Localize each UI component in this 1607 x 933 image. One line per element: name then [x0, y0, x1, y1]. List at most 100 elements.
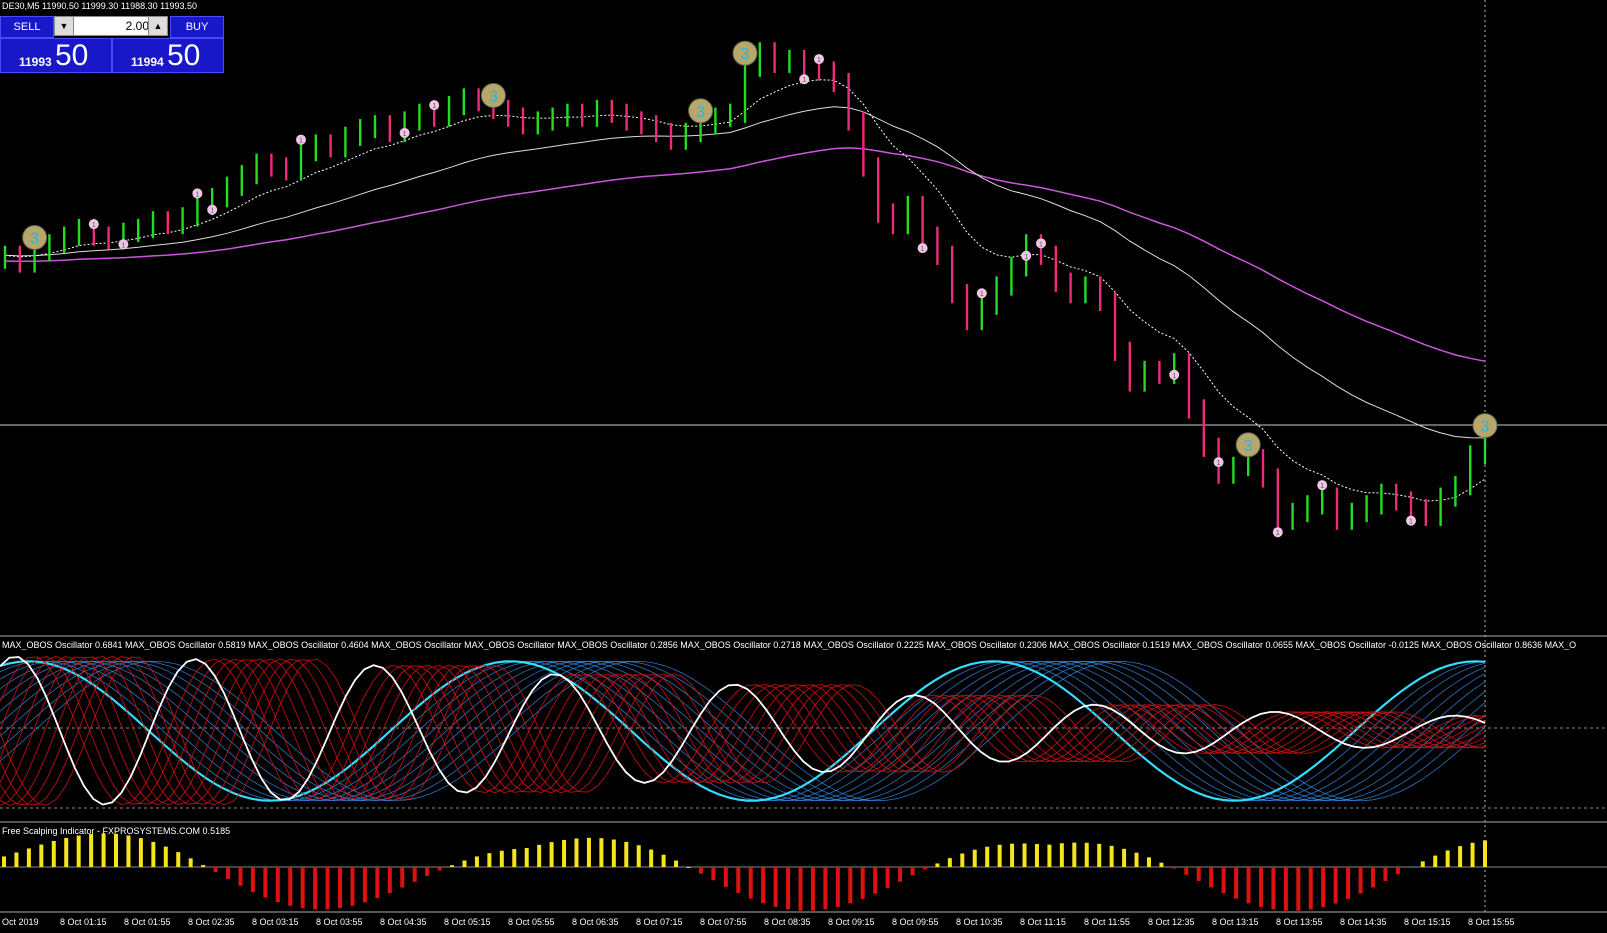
- scalping-histogram-bar: [1246, 867, 1251, 904]
- signal-marker-minor: [1169, 369, 1180, 380]
- scalping-histogram-bar: [761, 867, 766, 904]
- signal-marker-major-label: 3: [1244, 438, 1253, 455]
- oscillator-label: MAX_OBOS Oscillator 0.6841 MAX_OBOS Osci…: [2, 640, 1577, 650]
- oscillator-red-line: [0, 656, 1486, 805]
- scalping-histogram-bar: [1084, 842, 1089, 867]
- sell-button[interactable]: SELL: [0, 16, 54, 38]
- scalping-histogram-bar: [860, 867, 865, 899]
- scalping-histogram-bar: [325, 867, 330, 910]
- scalping-histogram-bar: [14, 852, 19, 867]
- time-axis-label: 8 Oct 05:15: [444, 917, 491, 927]
- scalping-histogram-bar: [487, 853, 492, 867]
- scalping-histogram-bar: [1395, 867, 1400, 875]
- scalping-histogram-bar: [288, 867, 293, 906]
- scalping-histogram-bar: [1296, 867, 1301, 911]
- signal-marker-minor-label: 1: [1276, 530, 1280, 537]
- scalping-histogram-bar: [674, 860, 679, 867]
- time-axis-label: 8 Oct 03:55: [316, 917, 363, 927]
- time-axis-label: 8 Oct 01:55: [124, 917, 171, 927]
- lot-size-input[interactable]: [75, 17, 151, 35]
- signal-marker-minor-label: 1: [1024, 254, 1028, 261]
- price-chart[interactable]: 3 3 3 3 3 3 1 1 1 1 1 1 1 1 1 1 1 1 1 1 1 1 1 1: [0, 0, 1607, 913]
- scalping-histogram-bar: [835, 867, 840, 907]
- scalping-histogram-bar: [387, 867, 392, 894]
- scalping-histogram-bar: [362, 867, 367, 903]
- scalping-histogram-bar: [736, 867, 741, 893]
- scalping-histogram-bar: [537, 844, 542, 867]
- oscillator-red-line: [0, 656, 1486, 806]
- time-axis-label: 8 Oct 02:35: [188, 917, 235, 927]
- time-axis-label: 8 Oct 07:15: [636, 917, 683, 927]
- lot-decrease-button[interactable]: ▼: [55, 17, 74, 35]
- scalping-histogram-bar: [711, 867, 716, 881]
- scalping-histogram-bar: [1458, 846, 1463, 867]
- scalping-histogram-bar: [400, 867, 405, 888]
- scalping-histogram-bar: [275, 867, 280, 903]
- scalping-histogram-bar: [1333, 867, 1338, 904]
- signal-marker-minor-label: 1: [210, 208, 214, 215]
- time-axis-label: 8 Oct 05:55: [508, 917, 555, 927]
- scalping-histogram-bar: [1146, 857, 1151, 867]
- scalping-histogram-bar: [1022, 843, 1027, 867]
- time-axis-label: Oct 2019: [2, 917, 39, 927]
- scalping-histogram-bar: [1308, 867, 1313, 910]
- signal-marker-minor: [1406, 515, 1416, 526]
- scalping-histogram-bar: [375, 867, 380, 899]
- one-click-trading-panel: SELL ▼ ▲ BUY 11993 50 11994 50: [0, 16, 224, 73]
- scalping-histogram-bar: [412, 867, 417, 882]
- signal-marker-minor: [1021, 250, 1032, 261]
- scalping-histogram-bar: [176, 852, 181, 867]
- scalping-histogram-bar: [26, 848, 31, 867]
- signal-marker-minor-label: 1: [921, 246, 925, 253]
- scalping-histogram-bar: [188, 858, 193, 867]
- scalping-histogram-bar: [922, 867, 927, 870]
- time-axis-label: 8 Oct 13:15: [1212, 917, 1259, 927]
- scalping-histogram-bar: [1271, 867, 1276, 910]
- scalping-histogram-bar: [350, 867, 355, 906]
- scalping-histogram-bar: [1097, 843, 1102, 867]
- signal-marker-minor-label: 1: [92, 222, 96, 229]
- signal-marker-major-label: 3: [696, 104, 705, 121]
- signal-marker-minor: [1213, 457, 1224, 468]
- oscillator-white-line: [0, 656, 1486, 806]
- time-axis-label: 8 Oct 11:15: [1020, 917, 1066, 927]
- scalping-histogram-bar: [39, 844, 44, 867]
- time-axis-label: 8 Oct 13:55: [1276, 917, 1323, 927]
- time-axis: Oct 2019 8 Oct 01:15 8 Oct 01:55 8 Oct 02:3…: [0, 913, 1607, 933]
- scalping-histogram-bar: [1358, 867, 1363, 894]
- signal-marker-minor-label: 1: [817, 57, 821, 64]
- signal-marker-minor: [118, 239, 129, 250]
- bid-price-box[interactable]: 11993 50: [0, 38, 112, 73]
- scalping-histogram-bar: [1420, 861, 1425, 867]
- scalping-histogram-bar: [1134, 852, 1139, 867]
- scalping-histogram-bar: [76, 835, 81, 867]
- signal-marker-minor: [1036, 238, 1046, 249]
- lot-increase-button[interactable]: ▲: [148, 17, 167, 35]
- fast-moving-average: [4, 79, 1486, 502]
- buy-button[interactable]: BUY: [170, 16, 224, 38]
- scalping-histogram-bar: [649, 849, 654, 867]
- scalping-histogram-bar: [997, 844, 1002, 867]
- scalping-histogram-bar: [1171, 867, 1176, 869]
- oscillator-blue-line: [0, 660, 1486, 802]
- signal-marker-minor: [1272, 527, 1283, 538]
- ask-price-box[interactable]: 11994 50: [112, 38, 224, 73]
- oscillator-blue-line: [0, 660, 1486, 802]
- scalping-indicator-label: Free Scalping Indicator - FXPROSYSTEMS.C…: [2, 826, 231, 836]
- signal-marker-minor: [399, 127, 410, 138]
- signal-marker-minor: [192, 188, 203, 199]
- signal-marker-major: [688, 98, 714, 124]
- scalping-histogram-bar: [1072, 842, 1077, 867]
- signal-marker-major: [480, 82, 506, 108]
- scalping-histogram-bar: [1445, 850, 1450, 867]
- scalping-histogram-bar: [425, 867, 430, 877]
- ask-price-pips: 50: [167, 39, 201, 72]
- scalping-histogram-bar: [611, 839, 616, 867]
- scalping-histogram-bar: [698, 867, 703, 874]
- time-axis-label: 8 Oct 09:15: [828, 917, 875, 927]
- bid-price-major: 11993: [19, 55, 52, 69]
- scalping-histogram-bar: [873, 867, 878, 894]
- scalping-histogram-bar: [1184, 867, 1189, 875]
- time-axis-label: 8 Oct 10:35: [956, 917, 1003, 927]
- scalping-histogram-bar: [1483, 840, 1487, 867]
